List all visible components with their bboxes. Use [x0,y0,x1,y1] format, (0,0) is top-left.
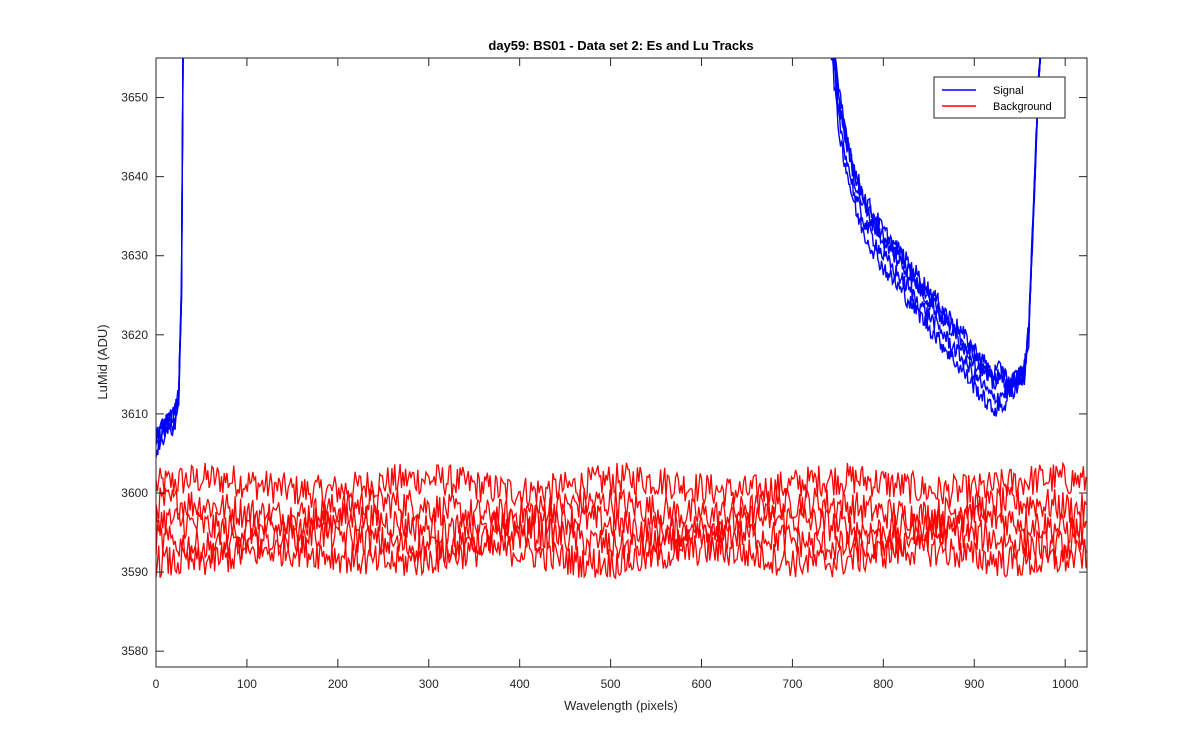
x-tick-label: 700 [782,677,802,691]
y-axis-ticks: 3580 3590 3600 3610 3620 3630 3640 3650 [121,91,1087,658]
y-tick-label: 3610 [121,407,148,421]
background-track-3 [156,517,1087,564]
signal-track-3-seg-1 [830,58,1042,417]
x-tick-label: 900 [964,677,984,691]
y-axis-label: LuMid (ADU) [95,324,110,399]
y-tick-label: 3590 [121,565,148,579]
y-tick-label: 3640 [121,170,148,184]
x-tick-label: 800 [873,677,893,691]
y-tick-label: 3620 [121,328,148,342]
y-tick-label: 3650 [121,91,148,105]
x-tick-label: 0 [153,677,160,691]
y-tick-label: 3630 [121,249,148,263]
y-tick-label: 3600 [121,486,148,500]
x-tick-label: 1000 [1052,677,1079,691]
x-tick-label: 100 [237,677,257,691]
x-tick-label: 600 [691,677,711,691]
legend-label-signal: Signal [993,85,1024,97]
background-track-4 [156,533,1087,580]
x-axis-ticks: 0 100 200 300 400 500 600 700 800 900 1000 [153,58,1079,691]
chart-title: day59: BS01 - Data set 2: Es and Lu Trac… [488,38,753,53]
plot-area [155,57,1088,668]
x-tick-label: 500 [601,677,621,691]
legend-box [933,76,1066,119]
legend: Signal Background [933,76,1066,119]
signal-track-1-seg-1 [833,58,1041,396]
x-tick-label: 300 [419,677,439,691]
series-lines [156,58,1087,580]
plot-background [156,58,1087,667]
axes-box [155,57,1088,668]
x-axis-label: Wavelength (pixels) [564,698,678,713]
y-tick-label: 3580 [121,644,148,658]
x-tick-label: 400 [510,677,530,691]
legend-label-background: Background [993,101,1052,113]
signal-track-4-seg-0 [156,58,184,438]
signal-track-4-seg-1 [834,58,1041,392]
background-track-0 [156,461,1087,508]
x-tick-label: 200 [328,677,348,691]
